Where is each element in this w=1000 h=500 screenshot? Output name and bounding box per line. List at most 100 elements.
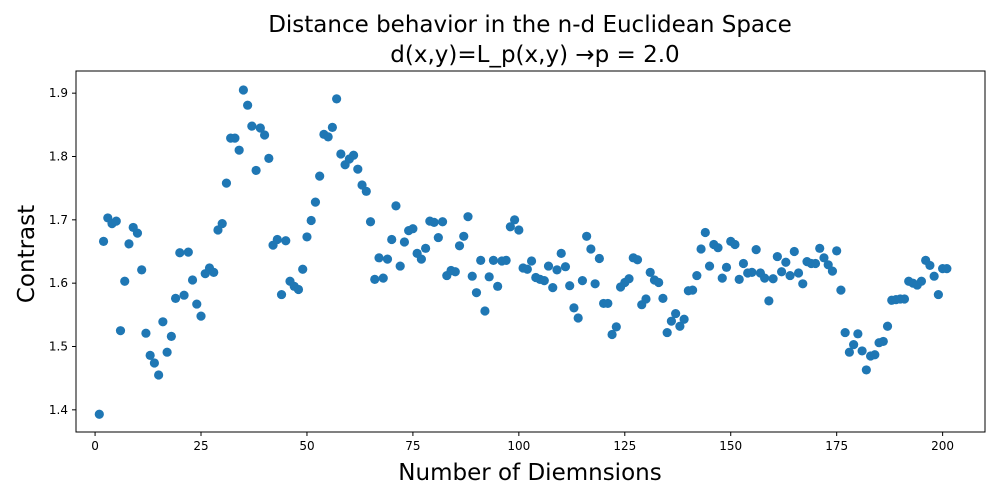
data-point — [611, 322, 621, 332]
data-point — [861, 365, 871, 375]
data-point — [704, 261, 715, 271]
data-point — [798, 279, 808, 289]
data-point — [391, 201, 401, 211]
data-point — [713, 243, 723, 253]
data-point — [819, 253, 829, 263]
data-point — [607, 329, 617, 340]
data-point — [781, 257, 791, 267]
data-point — [348, 150, 359, 160]
data-point — [361, 186, 371, 196]
data-point — [857, 346, 867, 356]
data-point — [141, 328, 151, 338]
y-tick-label: 1.4 — [49, 403, 68, 417]
data-point — [408, 224, 418, 234]
data-point — [899, 294, 910, 304]
data-point — [844, 347, 854, 357]
data-point — [463, 212, 473, 222]
x-tick-label: 0 — [91, 439, 99, 453]
data-point — [577, 276, 588, 286]
data-point — [789, 246, 799, 257]
chart-title-line-1: Distance behavior in the n-d Euclidean S… — [268, 12, 792, 38]
data-point — [471, 288, 482, 298]
data-point — [332, 94, 342, 104]
data-point — [170, 293, 181, 303]
x-tick-label: 50 — [299, 439, 314, 453]
data-point — [692, 270, 702, 281]
data-point — [378, 273, 388, 283]
data-point — [624, 274, 634, 284]
y-tick-label: 1.8 — [49, 150, 68, 164]
x-tick-label: 100 — [507, 439, 530, 453]
data-point — [654, 277, 664, 288]
data-point — [594, 253, 604, 264]
data-point — [336, 149, 346, 159]
data-point — [374, 253, 384, 263]
data-point — [315, 171, 325, 181]
data-point — [501, 255, 511, 265]
data-point — [94, 409, 104, 419]
data-point — [679, 314, 689, 324]
data-point — [234, 145, 244, 155]
data-point — [459, 231, 469, 241]
data-point — [849, 340, 859, 350]
data-point — [476, 255, 486, 265]
data-point — [149, 358, 159, 368]
data-point — [395, 261, 405, 271]
data-point — [721, 262, 732, 272]
plot-area: 0 25 50 75 100 125 150 175 200 1.4 1.5 1.6 1.7 1.8 1.9 — [49, 70, 986, 453]
data-point — [111, 216, 121, 226]
data-point — [306, 215, 316, 226]
data-point — [421, 243, 431, 253]
y-axis-label: Contrast — [14, 205, 40, 303]
data-point — [493, 281, 503, 291]
data-point — [641, 294, 651, 304]
data-point — [632, 255, 643, 265]
data-point — [98, 236, 109, 246]
data-point — [751, 245, 761, 255]
data-point — [416, 254, 426, 264]
data-point — [590, 279, 600, 289]
data-point — [675, 321, 685, 331]
data-point — [772, 251, 782, 262]
data-point — [717, 273, 727, 283]
data-point — [942, 264, 952, 274]
data-point — [217, 219, 227, 229]
x-tick-label: 25 — [193, 439, 208, 453]
data-point — [243, 100, 253, 110]
data-point — [539, 276, 549, 286]
data-point — [158, 317, 168, 327]
data-point — [522, 264, 532, 274]
x-tick-label: 200 — [931, 439, 954, 453]
data-point — [505, 222, 515, 232]
data-point — [552, 265, 562, 275]
x-axis-label: Number of Diemnsions — [398, 460, 661, 486]
data-point — [510, 215, 520, 225]
data-point — [666, 316, 677, 326]
data-point — [671, 308, 681, 319]
data-point — [166, 331, 176, 341]
data-point — [429, 217, 439, 227]
data-point — [776, 267, 787, 277]
data-point — [192, 299, 202, 309]
data-point — [196, 311, 206, 321]
data-point — [514, 225, 524, 235]
data-point — [187, 275, 198, 285]
data-point — [488, 255, 499, 265]
data-point — [293, 284, 304, 295]
data-point — [323, 132, 333, 142]
data-point — [484, 272, 494, 282]
data-point — [870, 350, 880, 360]
y-tick-label: 1.9 — [49, 86, 68, 100]
data-point — [387, 234, 397, 245]
data-point — [696, 244, 706, 254]
data-point — [264, 153, 274, 163]
data-point — [230, 133, 240, 143]
data-point — [251, 165, 261, 176]
data-point — [327, 122, 337, 132]
data-point — [573, 313, 583, 323]
data-point — [560, 262, 571, 272]
data-point — [259, 130, 270, 140]
data-point — [238, 85, 248, 95]
data-point — [221, 178, 232, 188]
data-point — [183, 247, 193, 257]
